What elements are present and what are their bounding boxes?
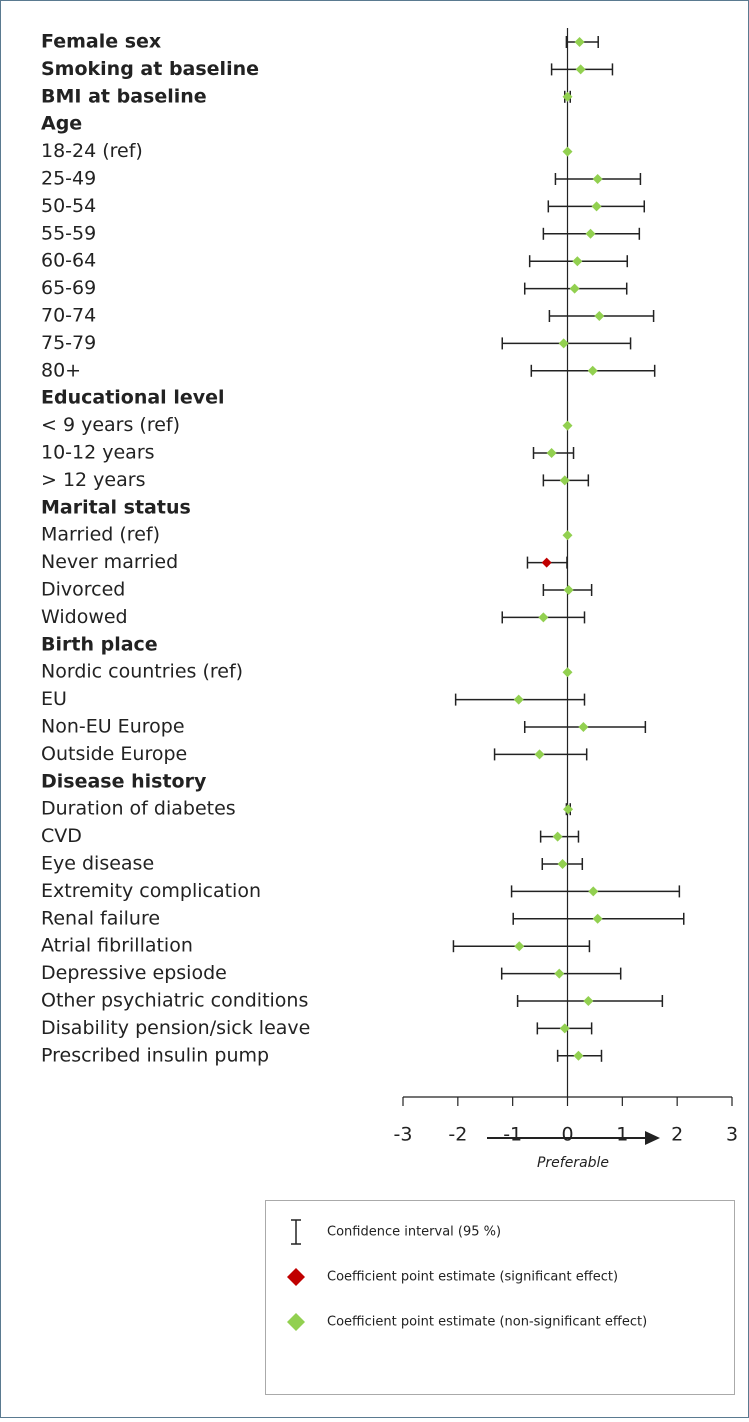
row-label: > 12 years (41, 469, 145, 491)
point-estimate (587, 365, 598, 376)
point-estimate (541, 557, 552, 568)
point-estimate (562, 146, 573, 157)
point-estimate (592, 174, 603, 184)
x-tick-label: -3 (394, 1124, 413, 1146)
row-label: Non-EU Europe (41, 716, 185, 738)
point-estimate (562, 530, 573, 541)
row-label: CVD (41, 825, 82, 847)
point-estimate (559, 1023, 570, 1034)
x-tick-label: -1 (503, 1124, 522, 1146)
row-label: Widowed (41, 606, 128, 628)
row-label: Prescribed insulin pump (41, 1044, 269, 1066)
row-label: 80+ (41, 359, 81, 381)
row-label: Birth place (41, 633, 158, 655)
row-label: < 9 years (ref) (41, 414, 180, 436)
row-label: 25-49 (41, 168, 96, 190)
point-estimate (562, 667, 573, 678)
point-estimate (574, 37, 585, 47)
row-label: Female sex (41, 31, 161, 53)
point-estimate (558, 338, 569, 349)
point-estimate (514, 941, 525, 952)
row-label: Married (ref) (41, 524, 160, 546)
annotation: Preferable (537, 1155, 609, 1171)
row-label: EU (41, 688, 67, 710)
row-label: Marital status (41, 496, 191, 518)
x-tick-label: 0 (561, 1124, 573, 1146)
row-label: Nordic countries (ref) (41, 661, 243, 683)
legend-label: Confidence interval (95 %) (327, 1225, 501, 1240)
point-estimate (513, 694, 524, 705)
row-label: Other psychiatric conditions (41, 990, 308, 1012)
row-label: 55-59 (41, 222, 96, 244)
row-label: Smoking at baseline (41, 58, 259, 80)
legend-marker (287, 1313, 305, 1331)
row-label: 50-54 (41, 195, 96, 217)
row-label: Disability pension/sick leave (41, 1017, 310, 1039)
arrow-head (645, 1131, 660, 1145)
point-estimate (534, 749, 545, 760)
point-estimate (572, 256, 583, 267)
point-estimate (585, 228, 596, 239)
point-estimate (578, 722, 589, 732)
point-estimate (575, 64, 586, 75)
point-estimate (538, 612, 549, 623)
point-estimate (562, 91, 573, 102)
point-estimate (557, 859, 568, 869)
point-estimate (569, 283, 580, 294)
row-label: Disease history (41, 770, 207, 792)
point-estimate (546, 448, 557, 458)
x-tick-label: -2 (448, 1124, 467, 1146)
x-tick-label: 1 (616, 1124, 628, 1146)
legend-ci-icon (291, 1219, 301, 1245)
point-estimate (588, 886, 599, 897)
legend-box (265, 1200, 735, 1395)
row-label: BMI at baseline (41, 85, 207, 107)
row-label: Depressive epsiode (41, 962, 227, 984)
row-label: 70-74 (41, 305, 96, 327)
point-estimate (573, 1050, 584, 1061)
row-label: 75-79 (41, 332, 96, 354)
row-label: Educational level (41, 387, 225, 409)
point-estimate (562, 420, 573, 431)
point-estimate (591, 201, 602, 212)
legend-label: Coefficient point estimate (non-signific… (327, 1315, 647, 1330)
point-estimate (563, 804, 574, 815)
row-label: Never married (41, 551, 178, 573)
row-label: Duration of diabetes (41, 798, 236, 820)
row-label: Extremity complication (41, 880, 261, 902)
row-label: Age (41, 113, 82, 135)
point-estimate (594, 311, 605, 321)
row-label: 10-12 years (41, 442, 155, 464)
point-estimate (552, 831, 563, 842)
row-label: 60-64 (41, 250, 96, 272)
point-estimate (563, 585, 574, 595)
point-estimate (583, 996, 594, 1006)
row-label: Atrial fibrillation (41, 935, 193, 957)
row-label: Eye disease (41, 853, 154, 875)
row-label: Renal failure (41, 907, 160, 929)
legend-label: Coefficient point estimate (significant … (327, 1270, 618, 1285)
x-tick-label: 3 (726, 1124, 738, 1146)
row-label: Divorced (41, 579, 125, 601)
row-label: Outside Europe (41, 743, 187, 765)
point-estimate (554, 968, 565, 979)
row-label: 65-69 (41, 277, 96, 299)
point-estimate (559, 475, 570, 486)
x-tick-label: 2 (671, 1124, 683, 1146)
row-label: 18-24 (ref) (41, 140, 143, 162)
legend-marker (287, 1268, 305, 1286)
point-estimate (592, 913, 603, 924)
